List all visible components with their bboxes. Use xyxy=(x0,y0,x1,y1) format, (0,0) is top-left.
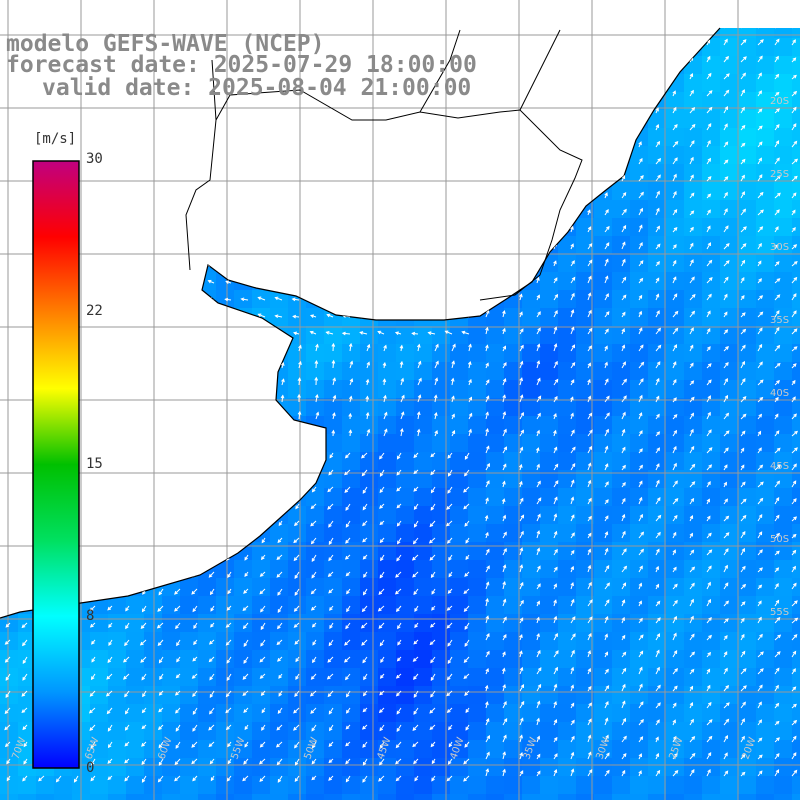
colorbar-tick-30: 30 xyxy=(86,151,103,167)
wind-speed-field xyxy=(0,28,800,800)
colorbar-unit-label: [m/s] xyxy=(34,131,77,147)
lat-label: 40S xyxy=(770,388,789,399)
colorbar-tick-0: 0 xyxy=(86,760,95,776)
lat-label: 50S xyxy=(770,534,789,545)
lat-label: 35S xyxy=(770,315,789,326)
coastline xyxy=(0,27,721,619)
title-forecast-date: forecast date: 2025-07-29 18:00:00 xyxy=(6,52,477,78)
lat-label: 55S xyxy=(770,607,789,618)
colorbar-gradient xyxy=(32,160,80,769)
border-lines xyxy=(185,29,583,301)
colorbar-tick-15: 15 xyxy=(86,456,103,472)
lat-label: 30S xyxy=(770,242,789,253)
colorbar-tick-8: 8 xyxy=(86,608,95,624)
title-valid-date: valid date: 2025-08-04 21:00:00 xyxy=(42,75,472,101)
colorbar xyxy=(32,160,80,769)
lat-label: 45S xyxy=(770,461,789,472)
lat-label: 20S xyxy=(770,96,789,107)
colorbar-tick-22: 22 xyxy=(86,303,103,319)
lat-label: 25S xyxy=(770,169,789,180)
title-model: modelo GEFS-WAVE (NCEP) xyxy=(6,31,325,57)
